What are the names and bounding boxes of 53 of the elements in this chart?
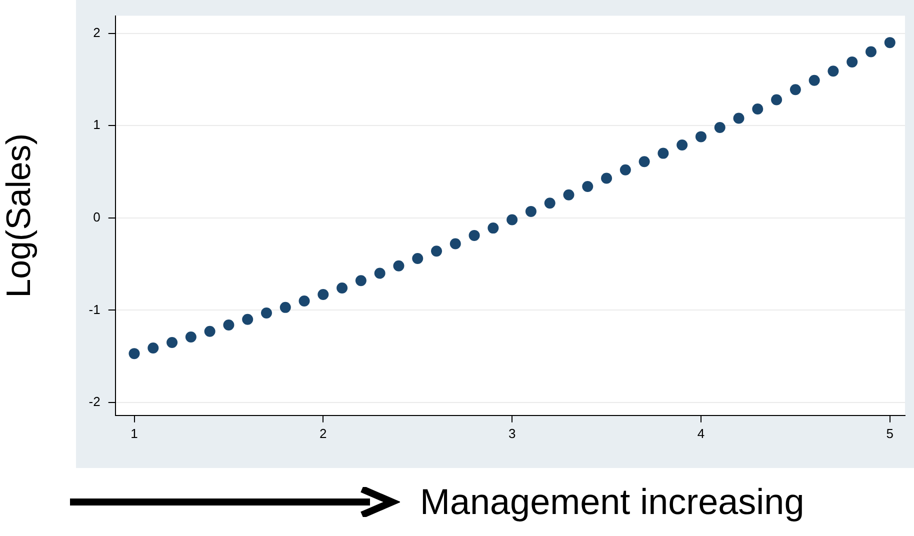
point	[280, 302, 291, 313]
point	[374, 268, 386, 279]
point	[752, 104, 764, 115]
point	[450, 238, 461, 250]
x-tick-label: 4	[697, 426, 705, 441]
point	[412, 253, 424, 264]
y-tick-label: -2	[88, 394, 100, 410]
point	[336, 282, 348, 294]
point	[128, 348, 140, 360]
point	[506, 214, 518, 226]
point	[771, 94, 782, 106]
point	[808, 74, 820, 86]
y-tick-label: 2	[93, 24, 100, 40]
y-tick-label: -1	[88, 302, 100, 317]
x-tick-label: 1	[130, 426, 138, 441]
point	[658, 148, 669, 159]
point	[544, 198, 556, 209]
point	[468, 230, 480, 241]
x-tick-label: 5	[886, 426, 894, 441]
point	[393, 260, 404, 272]
point	[714, 122, 726, 133]
y-tick-label: 0	[93, 209, 100, 224]
text: Management increasing	[420, 481, 804, 523]
point	[601, 172, 612, 184]
point	[846, 56, 858, 68]
point	[884, 37, 896, 48]
point	[525, 206, 536, 217]
point	[828, 66, 839, 77]
point	[620, 164, 631, 176]
y-axis-title: Log(Sales)	[0, 133, 38, 298]
point	[563, 189, 574, 200]
point	[185, 331, 196, 342]
point	[733, 112, 744, 124]
point	[695, 131, 706, 142]
point	[582, 181, 594, 192]
point	[204, 326, 216, 337]
y-tick-label: 1	[93, 117, 100, 132]
point	[865, 46, 876, 58]
x-tick-label: 3	[508, 426, 516, 441]
point	[223, 319, 234, 330]
point	[298, 295, 310, 306]
point	[488, 222, 499, 234]
point	[318, 289, 329, 300]
point	[676, 140, 688, 150]
point	[355, 275, 366, 286]
x-tick-label: 2	[320, 426, 327, 441]
point	[431, 246, 442, 257]
point	[260, 307, 272, 318]
point	[242, 314, 254, 325]
point	[790, 84, 801, 96]
point	[148, 342, 159, 354]
point	[166, 336, 178, 348]
point	[638, 156, 650, 168]
